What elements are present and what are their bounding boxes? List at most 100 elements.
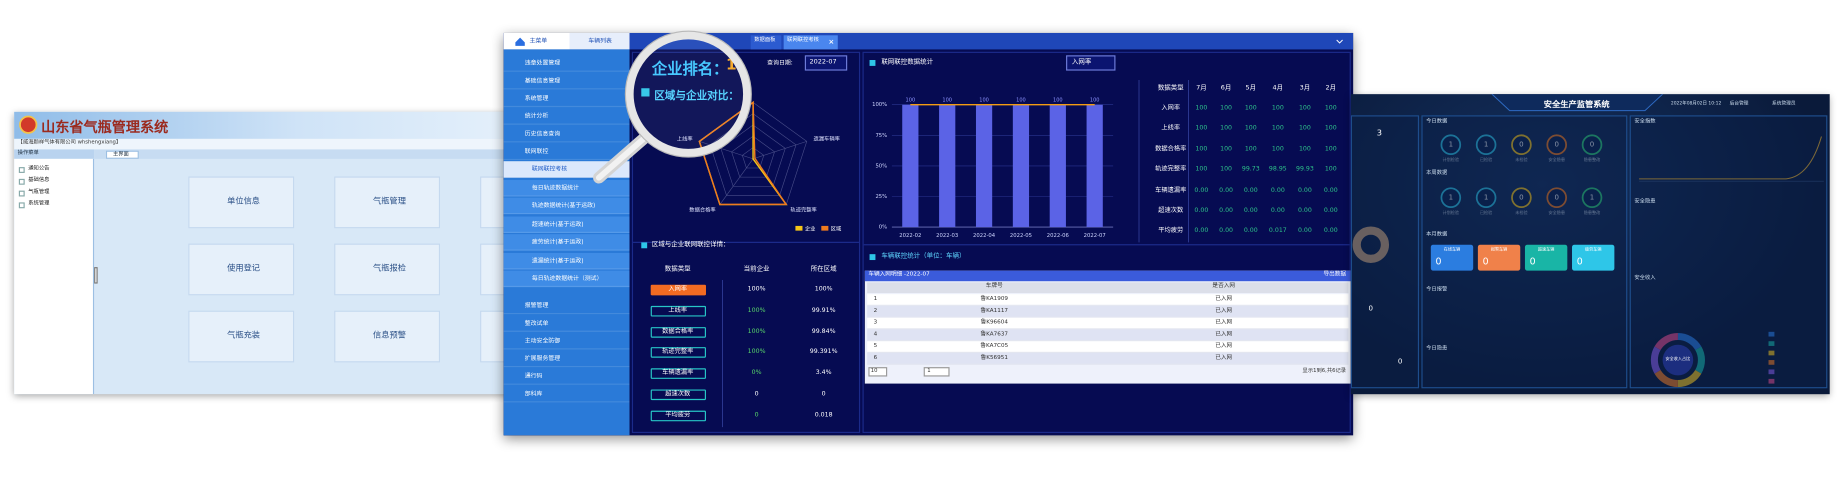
menu-label: 报警管理 xyxy=(524,302,549,310)
table-cell: 0.00 xyxy=(1243,207,1258,215)
menu-item: 通知公告 xyxy=(28,165,50,172)
table-cell: 99.91% xyxy=(811,306,836,314)
section-title: 车辆联控统计（单位：车辆） xyxy=(881,252,966,261)
menu-item xyxy=(503,73,630,90)
table-header: 7月 xyxy=(1196,84,1207,92)
table-cell: 0.00 xyxy=(1297,227,1312,235)
list-cell: 1 xyxy=(873,296,878,303)
table-cell: 99.73 xyxy=(1241,166,1260,174)
table-cell: 数据合格率 xyxy=(1155,145,1187,153)
list-cell: 4 xyxy=(873,331,878,338)
sidebar xyxy=(14,158,95,395)
menu-item: 系统管理 xyxy=(28,201,50,208)
donut-label: 安全收入占比 xyxy=(1665,356,1691,362)
table-cell: 车辆遗漏率 xyxy=(1155,186,1187,194)
table-cell: 0.00 xyxy=(1297,186,1312,194)
menu-label: 违章处置管理 xyxy=(524,60,561,68)
section-title: 区域与企业联网联控详情： xyxy=(651,241,730,249)
page-size: 10 xyxy=(870,368,878,375)
table-cell: 0.00 xyxy=(1323,207,1338,215)
function-tile xyxy=(334,310,441,363)
menu-item xyxy=(503,351,630,368)
menu-item xyxy=(503,315,630,332)
table-cell: 数据合格率 xyxy=(662,327,694,335)
table-cell: 上线率 xyxy=(668,306,688,314)
table-cell: 100% xyxy=(747,306,766,314)
tab xyxy=(105,150,139,159)
section-title: 安全隐患 xyxy=(1634,198,1656,205)
table-cell: 100 xyxy=(1244,145,1257,153)
bar xyxy=(1012,104,1030,228)
table-cell: 100 xyxy=(1298,145,1311,153)
table-cell: 0 xyxy=(754,411,759,419)
date-select xyxy=(804,55,848,71)
list-cell: 已入网 xyxy=(1215,343,1233,350)
card-label: 报警车辆 xyxy=(1490,247,1508,252)
table-cell: 平均疲劳 xyxy=(1158,227,1184,235)
dashboard-panel xyxy=(1629,115,1828,389)
submenu-label: 超速统计(基于运政) xyxy=(531,220,584,228)
x-tick-label: 2022-02 xyxy=(899,233,921,239)
list-header xyxy=(867,282,1349,293)
tile-label: 气瓶充装 xyxy=(227,330,261,341)
table-cell: 超速次数 xyxy=(665,390,691,398)
menu-item xyxy=(503,55,630,72)
splitter xyxy=(94,267,98,284)
table-cell: 100% xyxy=(747,327,766,335)
table-cell: 0.00 xyxy=(1194,227,1209,235)
menu-item: 气瓶管理 xyxy=(28,189,50,196)
list-row xyxy=(867,329,1349,342)
table-cell: 轨迹完整率 xyxy=(662,348,694,356)
card-label: 超速车辆 xyxy=(1537,247,1555,252)
page-input[interactable] xyxy=(923,367,950,377)
table-header: 3月 xyxy=(1299,84,1311,92)
middle-screen: 主菜单 车辆列表 数据面板 联网联控考核 遗漏车辆率 轨迹完整率 数据合格率 上线率 企业 区域 0… xyxy=(503,32,1354,436)
page-tab xyxy=(750,35,782,50)
table-cell: 98.95 xyxy=(1268,166,1287,174)
section-title: 安全指数 xyxy=(1634,118,1656,125)
table-cell: 100 xyxy=(1195,145,1208,153)
menu-item xyxy=(503,386,630,403)
table-cell: 0% xyxy=(751,369,762,377)
menu-label: 整改试单 xyxy=(524,320,549,328)
list-cell: 鲁KA1117 xyxy=(980,308,1009,315)
y-tick-label: 50% xyxy=(875,163,887,169)
emblem xyxy=(19,115,38,134)
bar xyxy=(1049,104,1066,228)
table-cell: 100 xyxy=(1220,125,1233,133)
list-cell: 鲁K56951 xyxy=(980,355,1008,362)
expand-box xyxy=(18,202,25,209)
list-row xyxy=(867,294,1349,306)
list-row xyxy=(867,305,1349,318)
list-cell: 3 xyxy=(873,320,878,326)
x-tick-label: 2022-05 xyxy=(1010,233,1032,239)
table-cell: 100 xyxy=(1195,104,1208,112)
header-frame xyxy=(1491,94,1663,112)
tile-label: 使用登记 xyxy=(227,263,261,273)
table-cell: 100 xyxy=(1220,145,1233,153)
table-cell: 100 xyxy=(1244,125,1257,133)
card-label: 疲劳车辆 xyxy=(1584,247,1602,252)
table-cell: 99.93 xyxy=(1295,166,1314,174)
type-pill xyxy=(650,326,706,338)
table-cell: 100 xyxy=(1324,125,1337,133)
table-header: 当前企业 xyxy=(743,265,770,273)
admin-link[interactable]: 后台管理 xyxy=(1729,100,1749,106)
table-header: 4月 xyxy=(1272,84,1284,92)
table-cell: 99.84% xyxy=(811,327,836,335)
table-cell: 100 xyxy=(1298,104,1311,112)
table-cell: 100 xyxy=(1220,166,1233,174)
list-cell: 已入网 xyxy=(1215,308,1233,315)
table-header: 5月 xyxy=(1245,84,1257,92)
menu-item xyxy=(503,108,630,125)
company-bar xyxy=(14,138,530,150)
section-title: 今日隐患 xyxy=(1426,345,1448,352)
export-button[interactable]: 导出数据 xyxy=(1323,271,1347,278)
list-cell: 鲁KA7637 xyxy=(980,331,1009,338)
function-tile xyxy=(188,243,295,296)
function-tile xyxy=(334,176,441,229)
section-marker xyxy=(641,242,648,249)
list-cell: 已入网 xyxy=(1215,331,1233,338)
tab-label: 车辆列表 xyxy=(588,37,612,45)
list-cell: 已入网 xyxy=(1215,296,1233,303)
